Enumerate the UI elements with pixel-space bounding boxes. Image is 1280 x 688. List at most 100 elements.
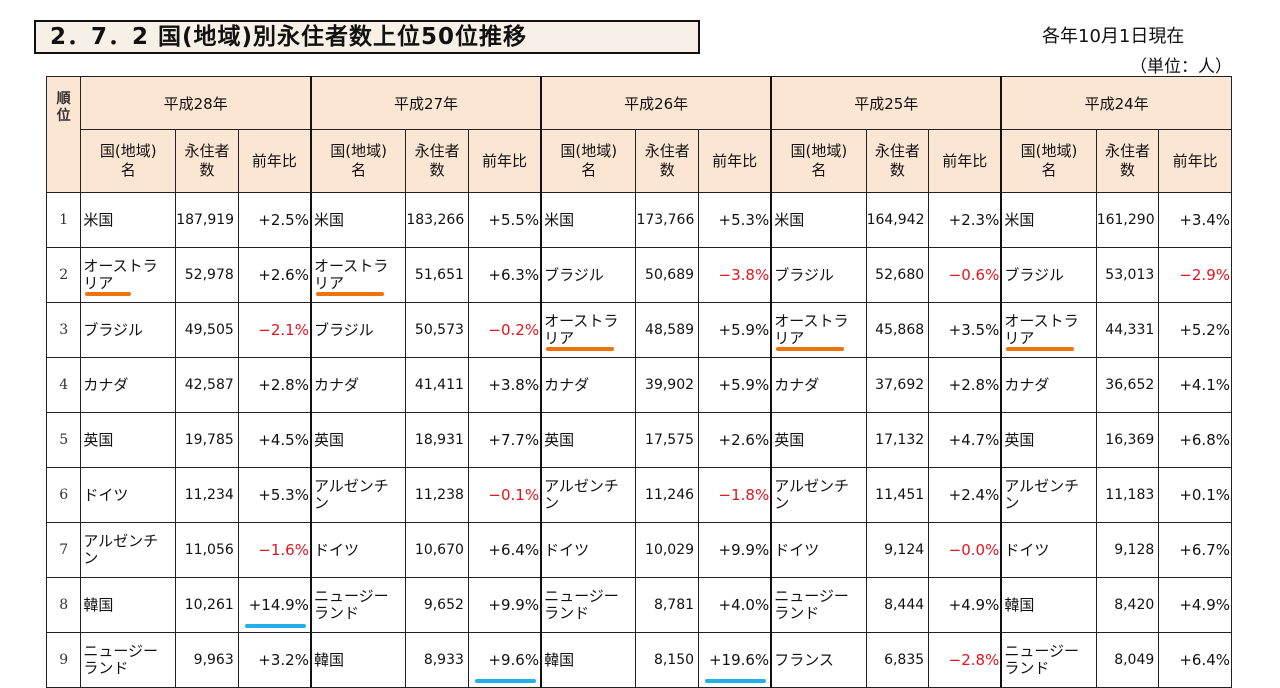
resident-count-cell: 50,573 [405, 302, 469, 358]
year-over-year-cell: +6.3% [467, 247, 542, 303]
table-header: 順 位 平成28年 平成27年 平成26年 平成25年 平成24年 国(地域) 名永住者… [45, 76, 1233, 193]
resident-count-cell: 8,049 [1095, 632, 1160, 688]
year-over-year-cell: +2.8% [928, 357, 1002, 413]
country-name: 韓国 [544, 650, 575, 669]
country-col-header: 国(地域) 名 [80, 129, 177, 193]
country-col-header: 国(地域) 名 [1000, 129, 1097, 193]
year-over-year-value: +2.8% [258, 376, 309, 394]
country-name: 英国 [1004, 430, 1035, 449]
yoy-col-header: 前年比 [237, 129, 312, 193]
resident-count-cell: 41,411 [405, 357, 469, 413]
country-name: ドイツ [83, 485, 129, 504]
resident-count-cell: 18,931 [405, 412, 469, 468]
resident-count-cell: 11,183 [1095, 467, 1160, 523]
rank-header: 順 位 [45, 76, 82, 193]
year-over-year-cell: +5.3% [237, 467, 312, 523]
country-name-cell: ブラジル [540, 247, 637, 303]
country-name: 英国 [774, 430, 805, 449]
country-name: アルゼンチ ン [544, 477, 619, 512]
year-over-year-value: +5.3% [258, 486, 309, 504]
year-over-year-cell: +5.3% [698, 192, 772, 248]
country-name-cell: ブラジル [770, 247, 867, 303]
country-name-cell: アルゼンチ ン [309, 467, 407, 523]
country-name-cell: ニュージー ランド [80, 632, 177, 688]
country-name-cell: ニュージー ランド [1000, 632, 1097, 688]
year-over-year-value: −3.8% [718, 266, 770, 284]
year-over-year-value: +4.1% [1179, 376, 1230, 394]
country-name-cell: ドイツ [770, 522, 867, 578]
resident-count-cell: 6,835 [865, 632, 930, 688]
country-name: 英国 [313, 430, 344, 449]
country-name-cell: オーストラ リア [540, 302, 637, 358]
year-over-year-value: −0.2% [488, 321, 540, 339]
year-over-year-value: +4.7% [948, 431, 1000, 449]
country-name-cell: 韓国 [540, 632, 637, 688]
country-name: 英国 [544, 430, 575, 449]
year-over-year-value: +6.4% [1179, 651, 1230, 669]
resident-count-cell: 164,942 [865, 192, 930, 248]
year-over-year-cell: +2.4% [928, 467, 1002, 523]
year-over-year-cell: −1.6% [237, 522, 312, 578]
table-row: 3 ブラジル 49,505 −2.1% ブラジル 50,573 −0.2% オーストラ リア 4… [45, 302, 1232, 358]
country-name: ニュージー ランド [774, 587, 849, 622]
resident-count-cell: 48,589 [635, 302, 700, 358]
year-over-year-cell: +4.9% [1158, 577, 1232, 633]
year-over-year-cell: +4.1% [1158, 357, 1232, 413]
resident-count-cell: 16,369 [1095, 412, 1160, 468]
year-over-year-value: +3.4% [1179, 211, 1230, 229]
yoy-col-header: 前年比 [928, 129, 1002, 193]
year-over-year-cell: −2.1% [237, 302, 312, 358]
resident-count-cell: 11,234 [175, 467, 239, 523]
year-over-year-cell: −0.6% [928, 247, 1002, 303]
resident-count-cell: 10,670 [405, 522, 469, 578]
year-over-year-cell: +0.1% [1158, 467, 1232, 523]
year-over-year-value: +2.5% [258, 211, 309, 229]
resident-count-cell: 49,505 [175, 302, 239, 358]
resident-count-cell: 53,013 [1095, 247, 1160, 303]
table-row: 4 カナダ 42,587 +2.8% カナダ 41,411 +3.8% カナダ 39,902 +5… [45, 357, 1232, 413]
table-row: 9 ニュージー ランド 9,963 +3.2% 韓国 8,933 +9.6% 韓国 8,150 +… [45, 632, 1232, 688]
country-name-cell: 英国 [80, 412, 177, 468]
year-header: 平成26年 [540, 76, 772, 130]
resident-count-cell: 36,652 [1095, 357, 1160, 413]
rank-cell: 7 [45, 522, 82, 578]
country-name-cell: オーストラ リア [309, 247, 407, 303]
table-body: 1 米国 187,919 +2.5% 米国 183,266 +5.5% 米国 173,766 +5… [45, 192, 1232, 688]
year-over-year-value: +5.9% [718, 376, 770, 394]
country-name-cell: 米国 [1000, 192, 1097, 248]
table-row: 6 ドイツ 11,234 +5.3% アルゼンチ ン 11,238 −0.1% アルゼンチ ン… [45, 467, 1232, 523]
year-over-year-value: −2.9% [1179, 266, 1230, 284]
count-col-header: 永住者 数 [635, 129, 700, 193]
country-name: 韓国 [313, 650, 344, 669]
country-col-header: 国(地域) 名 [770, 129, 867, 193]
country-name-cell: アルゼンチ ン [770, 467, 867, 523]
resident-count-cell: 37,692 [865, 357, 930, 413]
country-name-cell: オーストラ リア [80, 247, 177, 303]
year-over-year-value: +14.9% [248, 596, 309, 614]
year-over-year-value: +6.3% [488, 266, 540, 284]
cyan-underline-highlight [705, 679, 767, 683]
year-over-year-value: +2.4% [948, 486, 1000, 504]
country-name: 米国 [774, 210, 805, 229]
resident-count-cell: 8,933 [405, 632, 469, 688]
year-over-year-cell: +19.6% [698, 632, 772, 688]
country-name: 韓国 [1004, 595, 1035, 614]
yoy-col-header: 前年比 [698, 129, 772, 193]
country-name-cell: 韓国 [80, 577, 177, 633]
year-over-year-cell: +6.7% [1158, 522, 1232, 578]
year-over-year-cell: −0.2% [467, 302, 542, 358]
count-col-header: 永住者 数 [405, 129, 469, 193]
country-name: 米国 [544, 210, 575, 229]
resident-count-cell: 11,056 [175, 522, 239, 578]
cyan-underline-highlight [244, 624, 306, 628]
year-over-year-value: +19.6% [708, 651, 770, 669]
year-over-year-value: +3.5% [948, 321, 1000, 339]
country-name-cell: 米国 [540, 192, 637, 248]
country-name: カナダ [83, 375, 129, 394]
year-over-year-cell: +5.2% [1158, 302, 1232, 358]
resident-count-cell: 11,246 [635, 467, 700, 523]
table-row: 5 英国 19,785 +4.5% 英国 18,931 +7.7% 英国 17,575 +2.6%… [45, 412, 1232, 468]
resident-count-cell: 8,150 [635, 632, 700, 688]
country-name-cell: 韓国 [1000, 577, 1097, 633]
resident-count-cell: 44,331 [1095, 302, 1160, 358]
